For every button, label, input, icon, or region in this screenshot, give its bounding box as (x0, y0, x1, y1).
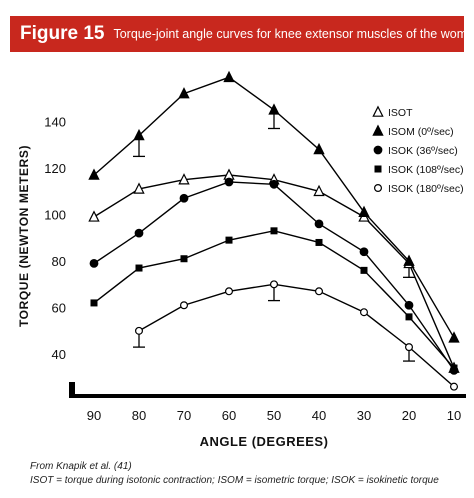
data-point (88, 210, 100, 222)
data-point (314, 219, 324, 229)
data-point (179, 193, 189, 203)
legend-label: ISOK (180º/sec) (388, 183, 464, 195)
data-point (448, 331, 460, 343)
legend-label: ISOT (388, 107, 413, 119)
data-point (90, 299, 98, 307)
data-point (313, 184, 325, 197)
x-axis-title: ANGLE (DEGREES) (200, 434, 329, 449)
data-point (404, 300, 414, 310)
x-tick-label: 80 (132, 408, 146, 423)
data-point (178, 87, 190, 99)
data-point (180, 255, 188, 263)
data-point (315, 238, 323, 246)
x-tick-label: 70 (177, 408, 191, 423)
legend-marker (372, 105, 384, 117)
data-point (268, 103, 280, 115)
y-tick-label: 100 (44, 208, 66, 223)
x-tick-label: 60 (222, 408, 236, 423)
data-point (89, 258, 99, 268)
y-tick-label: 40 (52, 347, 66, 362)
series-line-1 (93, 174, 455, 369)
series-line-3 (93, 181, 455, 371)
x-tick-label: 30 (357, 408, 371, 423)
figure-banner: Figure 15 Torque-joint angle curves for … (10, 16, 474, 52)
x-axis-line (69, 394, 466, 398)
data-point (135, 264, 143, 272)
data-point (270, 227, 278, 235)
data-point (405, 343, 414, 352)
x-tick-label: 50 (267, 408, 281, 423)
legend-label: ISOM (0º/sec) (388, 126, 454, 138)
data-point (225, 236, 233, 244)
x-tick-label: 10 (447, 408, 461, 423)
data-point (403, 254, 415, 266)
legend-marker (374, 165, 382, 173)
y-tick-label: 60 (52, 301, 66, 316)
data-point (315, 287, 324, 296)
figure-title: Torque-joint angle curves for knee exten… (113, 27, 474, 41)
figure-number: Figure 15 (20, 23, 105, 44)
data-point (225, 287, 234, 296)
x-tick-label: 90 (87, 408, 101, 423)
data-point (359, 247, 369, 257)
data-point (224, 177, 234, 187)
data-point (135, 326, 144, 335)
source-citation: From Knapik et al. (41) (30, 461, 132, 472)
y-axis-title: TORQUE (NEWTON METERS) (17, 145, 31, 327)
x-tick-label: 40 (312, 408, 326, 423)
data-point (450, 382, 459, 391)
data-point (180, 301, 189, 310)
y-axis-line (69, 382, 75, 397)
legend-label: ISOK (36º/sec) (388, 145, 458, 157)
legend-marker (372, 124, 384, 136)
y-tick-label: 80 (52, 254, 66, 269)
data-point (360, 266, 368, 274)
data-point (88, 168, 100, 180)
data-point (223, 70, 235, 83)
legend-marker (374, 184, 383, 193)
data-point (270, 280, 279, 289)
data-point (133, 128, 145, 141)
data-point (450, 364, 458, 372)
series-line-5 (138, 283, 455, 388)
abbreviation-note: ISOT = torque during isotonic contractio… (30, 475, 439, 486)
data-point (313, 142, 325, 155)
y-tick-label: 140 (44, 115, 66, 130)
source-notes: From Knapik et al. (41) ISOT = torque du… (30, 460, 439, 488)
data-point (405, 313, 413, 321)
data-point (178, 173, 190, 185)
legend-marker (373, 145, 383, 155)
data-point (134, 228, 144, 238)
data-point (133, 182, 145, 194)
data-point (360, 308, 369, 317)
y-tick-label: 120 (44, 161, 66, 176)
legend-label: ISOK (108º/sec) (388, 164, 464, 176)
x-tick-label: 20 (402, 408, 416, 423)
data-point (358, 205, 370, 218)
data-point (269, 179, 279, 189)
